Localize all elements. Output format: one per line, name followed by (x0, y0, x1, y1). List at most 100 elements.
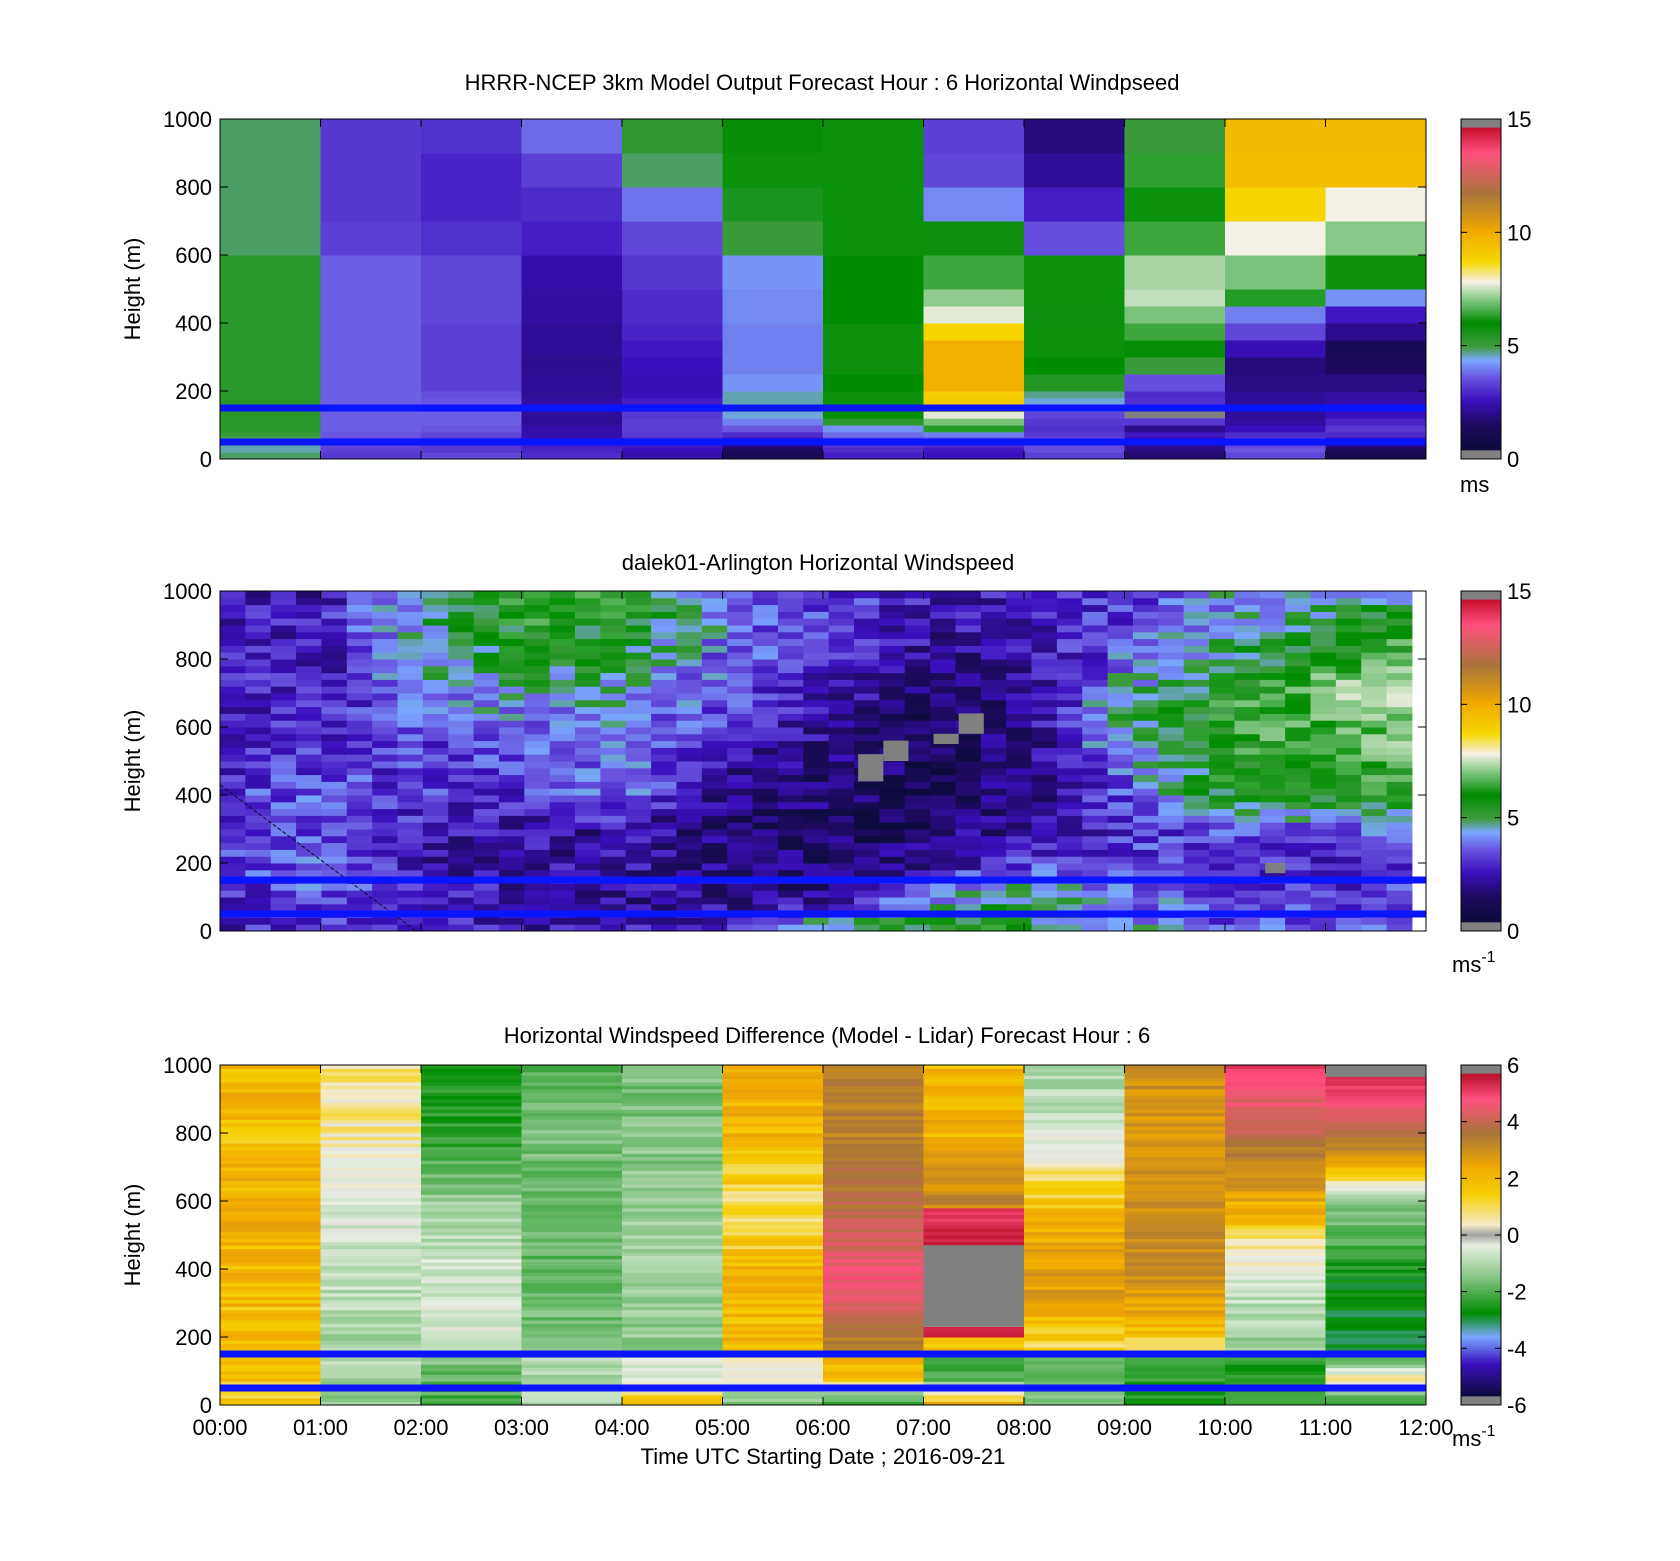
heatmap-cell (1225, 418, 1326, 426)
heatmap-cell (1225, 1207, 1326, 1212)
heatmap-cell (622, 1139, 723, 1144)
heatmap-cell (1107, 665, 1134, 674)
heatmap-cell (220, 1333, 321, 1338)
heatmap-cell (1024, 425, 1125, 433)
heatmap-cell (346, 917, 373, 925)
heatmap-cell (421, 289, 522, 307)
heatmap-cell (521, 1133, 623, 1137)
heatmap-cell (722, 1289, 824, 1294)
heatmap-cell (1225, 425, 1326, 433)
heatmap-cell (1082, 713, 1109, 721)
heatmap-cell (1082, 645, 1109, 653)
heatmap-cell (521, 1184, 623, 1188)
heatmap-cell (220, 740, 246, 748)
heatmap-cell (1285, 659, 1311, 667)
heatmap-cell (1325, 1224, 1427, 1229)
heatmap-cell (220, 1099, 321, 1103)
heatmap-cell (448, 733, 475, 742)
heatmap-cell (372, 924, 399, 932)
heatmap-cell (1183, 849, 1210, 857)
heatmap-cell (421, 1228, 522, 1233)
heatmap-cell (321, 808, 348, 816)
heatmap-cell (1335, 686, 1362, 694)
heatmap-cell (923, 1126, 1025, 1131)
heatmap-cell (803, 611, 830, 619)
heatmap-cell (1024, 1085, 1125, 1090)
heatmap-cell (220, 1197, 321, 1202)
heatmap-cell (722, 1248, 824, 1253)
heatmap-cell (1082, 733, 1109, 742)
heatmap-cell (422, 842, 449, 850)
heatmap-cell (930, 815, 956, 823)
heatmap-cell (980, 652, 1007, 660)
heatmap-cell (1124, 1105, 1226, 1110)
heatmap-cell (1335, 618, 1362, 626)
heatmap-cell (923, 1112, 1025, 1117)
heatmap-cell (296, 706, 322, 714)
heatmap-cell (777, 842, 804, 850)
heatmap-cell (752, 808, 779, 816)
heatmap-cell (1335, 863, 1362, 871)
heatmap-cell (777, 618, 804, 626)
heatmap-cell (1225, 1068, 1326, 1073)
heatmap-cell (1158, 727, 1185, 735)
heatmap-cell (752, 747, 779, 755)
heatmap-cell (722, 255, 824, 273)
heatmap-cell (549, 693, 576, 701)
heatmap-cell (651, 754, 677, 762)
heatmap-cell (823, 1269, 924, 1273)
x-tick-label: 07:00 (896, 1415, 951, 1440)
heatmap-cell (727, 618, 754, 626)
heatmap-cell (524, 597, 551, 606)
heatmap-cell (421, 1092, 522, 1097)
heatmap-cell (904, 652, 931, 660)
heatmap-cell (422, 869, 449, 878)
heatmap-cell (622, 1065, 723, 1069)
heatmap-cell (676, 618, 703, 626)
heatmap-cell (1225, 1119, 1326, 1124)
heatmap-cell (823, 1235, 924, 1239)
heatmap-cell (1107, 604, 1134, 612)
heatmap-cell (521, 1129, 623, 1134)
heatmap-cell (879, 733, 906, 742)
heatmap-cell (923, 1078, 1025, 1083)
heatmap-cell (1158, 801, 1185, 810)
heatmap-cell (625, 672, 652, 680)
heatmap-cell (320, 1102, 422, 1107)
heatmap-cell (321, 774, 348, 782)
heatmap-cell (397, 706, 424, 714)
heatmap-cell (397, 747, 424, 755)
heatmap-cell (980, 869, 1007, 878)
heatmap-cell (676, 890, 703, 898)
heatmap-cell (448, 869, 475, 878)
heatmap-cell (625, 733, 652, 742)
heatmap-cell (270, 747, 297, 755)
heatmap-cell (1325, 1272, 1427, 1277)
heatmap-cell (1056, 815, 1083, 823)
heatmap-cell (1325, 1078, 1427, 1083)
heatmap-cell (320, 1367, 422, 1372)
heatmap-cell (1310, 625, 1337, 633)
heatmap-cell (498, 856, 525, 864)
heatmap-cell (1158, 767, 1185, 776)
heatmap-cell (1031, 733, 1058, 742)
heatmap-cell (321, 788, 348, 796)
heatmap-cell (777, 788, 804, 796)
heatmap-cell (1132, 815, 1159, 823)
heatmap-cell (220, 699, 246, 708)
heatmap-cell (930, 795, 956, 803)
heatmap-cell (722, 1085, 824, 1090)
heatmap-cell (980, 883, 1007, 891)
heatmap-cell (1024, 1248, 1125, 1253)
heatmap-cell (854, 672, 880, 680)
heatmap-cell (421, 1139, 522, 1144)
heatmap-cell (1259, 829, 1286, 837)
heatmap-cell (421, 1289, 522, 1294)
heatmap-cell (622, 187, 723, 222)
heatmap-cell (421, 1364, 522, 1369)
heatmap-cell (1225, 1146, 1326, 1151)
heatmap-cell (421, 1286, 522, 1290)
heatmap-cell (1325, 1116, 1427, 1120)
heatmap-cell (722, 1201, 824, 1205)
